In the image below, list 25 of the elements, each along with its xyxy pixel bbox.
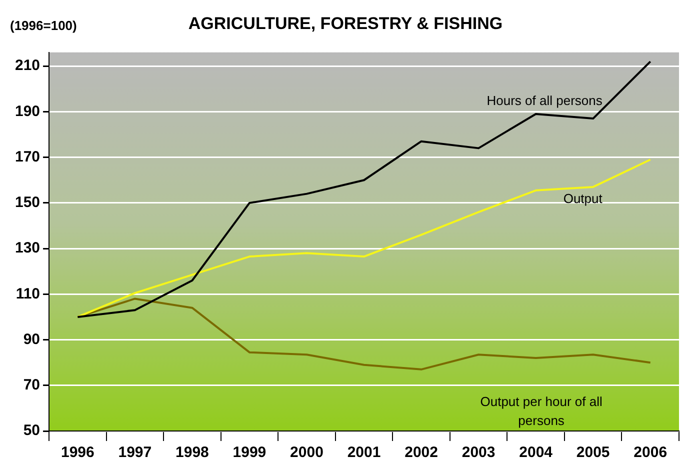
x-tick-label: 2004 bbox=[519, 444, 554, 462]
y-tick-label: 190 bbox=[14, 102, 40, 120]
chart-title: AGRICULTURE, FORESTRY & FISHING bbox=[188, 14, 503, 33]
x-tick-label: 2003 bbox=[462, 444, 496, 462]
y-tick-label: 170 bbox=[14, 148, 40, 166]
y-tick-label: 50 bbox=[23, 422, 40, 440]
y-tick-label: 210 bbox=[14, 57, 40, 74]
x-tick-label: 2001 bbox=[347, 444, 381, 462]
x-tick-label: 2000 bbox=[290, 444, 324, 462]
y-tick-label: 130 bbox=[14, 240, 40, 257]
x-tick-label: 2006 bbox=[634, 444, 668, 462]
series-label: Hours of all persons bbox=[486, 93, 603, 108]
x-tick-label: 2005 bbox=[576, 444, 610, 462]
y-tick-label: 70 bbox=[23, 376, 40, 394]
y-tick-label: 90 bbox=[23, 330, 40, 348]
x-tick-label: 2002 bbox=[404, 444, 438, 462]
x-tick-label: 1999 bbox=[232, 444, 266, 462]
series-label: Output bbox=[563, 191, 603, 206]
text: Output per hour of all persons bbox=[480, 394, 602, 428]
y-axis-title: (1996=100) bbox=[10, 18, 77, 34]
x-tick-label: 1996 bbox=[60, 444, 94, 462]
x-tick-label: 1998 bbox=[176, 444, 209, 462]
y-tick-label: 110 bbox=[16, 285, 40, 302]
x-tick-label: 1997 bbox=[118, 444, 152, 462]
y-tick-label: 150 bbox=[14, 194, 40, 212]
